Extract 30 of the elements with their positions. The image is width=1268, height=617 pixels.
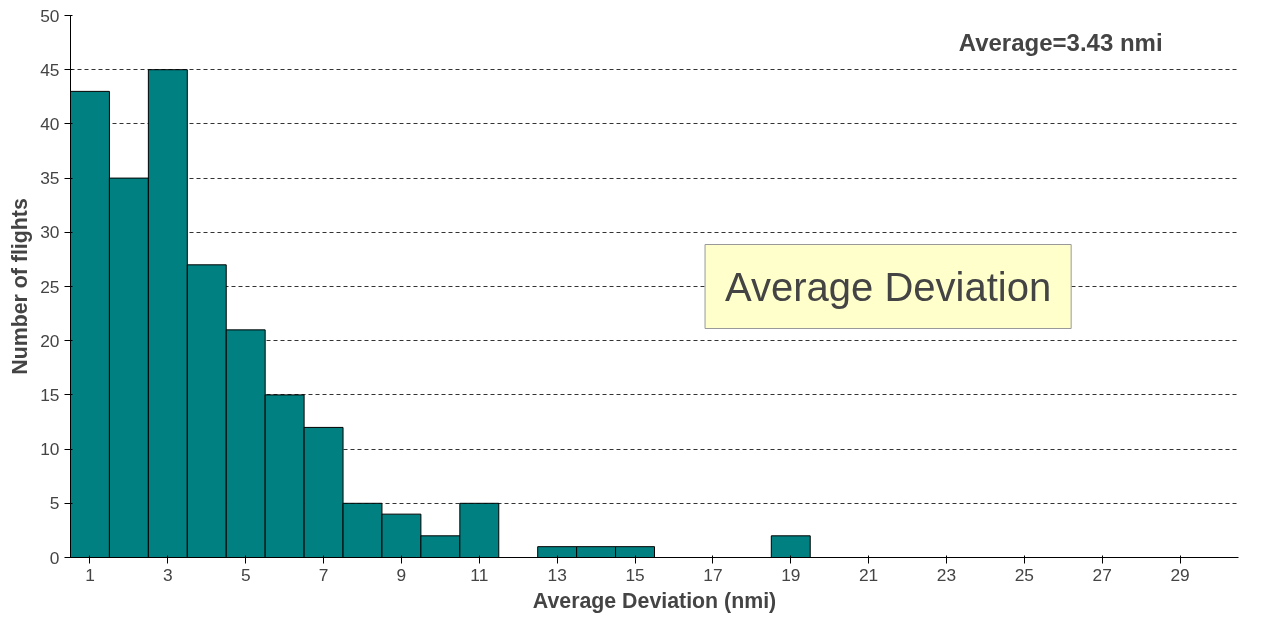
x-tick-label: 7 (318, 564, 329, 585)
x-tick-label: 19 (781, 564, 801, 585)
annotation: Average Deviation (725, 264, 1052, 309)
x-tick-label: 27 (1092, 564, 1112, 585)
x-axis-title: Average Deviation (nmi) (532, 588, 777, 613)
y-tick-label: 45 (40, 59, 60, 80)
annotation: Average=3.43 nmi (958, 29, 1163, 57)
y-tick-label: 35 (40, 168, 60, 189)
x-tick-label: 29 (1170, 564, 1190, 585)
y-tick-label: 0 (49, 547, 60, 568)
x-tick-label: 5 (240, 564, 251, 585)
y-tick-label: 20 (40, 330, 60, 351)
x-tick-label: 21 (859, 564, 879, 585)
y-axis-title: Number of flights (8, 198, 33, 375)
y-tick-label: 30 (40, 222, 60, 243)
y-tick-label: 50 (40, 5, 60, 26)
x-tick-label: 11 (470, 564, 489, 585)
x-tick-label: 25 (1014, 564, 1035, 585)
x-tick-label: 3 (163, 564, 173, 585)
x-tick-label: 17 (703, 564, 723, 585)
x-tick-label: 9 (396, 564, 407, 585)
y-tick-label: 25 (40, 276, 60, 297)
x-tick-label: 15 (625, 564, 645, 585)
y-tick-label: 15 (40, 384, 60, 405)
y-tick-label: 10 (40, 439, 60, 460)
x-tick-label: 23 (936, 564, 957, 585)
y-tick-label: 40 (40, 113, 60, 134)
x-tick-label: 1 (85, 564, 95, 585)
x-tick-label: 13 (547, 564, 567, 585)
y-tick-label: 5 (49, 493, 60, 514)
